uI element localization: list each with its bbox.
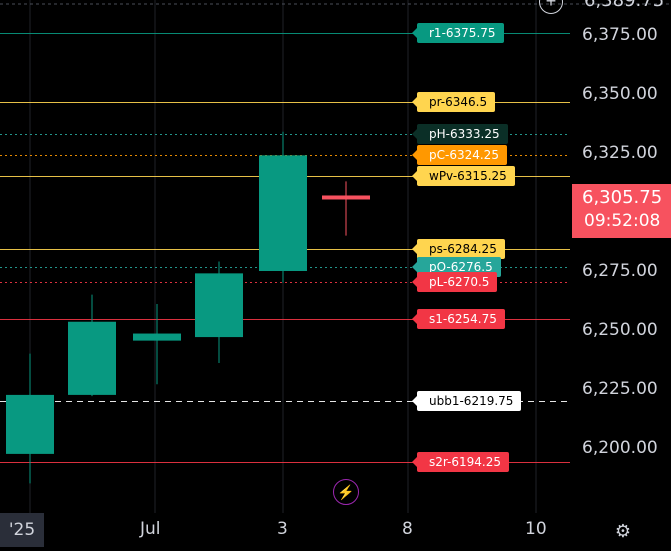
price-tick: 6,350.00 (582, 84, 658, 104)
current-price: 6,305.75 (582, 187, 663, 208)
candlesticks (6, 131, 370, 484)
level-label: wPv-6315.25 (412, 166, 515, 186)
time-tick: 8 (402, 519, 413, 539)
candle-body (68, 321, 116, 395)
current-price-label: 6,305.75 09:52:08 (572, 184, 671, 238)
time-tick-year: '25 (0, 513, 44, 547)
price-tick: 6,375.00 (582, 25, 658, 45)
gear-icon[interactable]: ⚙ (614, 521, 632, 541)
level-label: r1-6375.75 (412, 23, 504, 43)
level-label: s2r-6194.25 (411, 452, 510, 472)
candle-body (259, 155, 307, 271)
price-tick: 6,250.00 (582, 320, 658, 340)
top-partial-price: 6,389.75 (584, 0, 665, 11)
bar-countdown: 09:52:08 (584, 211, 661, 231)
price-tick: 6,200.00 (582, 438, 658, 458)
candle-body (133, 333, 181, 341)
time-tick: Jul (140, 519, 161, 539)
level-label: pH-6333.25 (412, 124, 508, 144)
candle-body (195, 273, 243, 338)
level-label: pr-6346.5 (411, 92, 496, 112)
candle-body (322, 195, 370, 200)
time-tick: 10 (525, 519, 547, 539)
time-tick: 3 (277, 519, 288, 539)
level-label: ps-6284.25 (412, 239, 505, 259)
level-label: pL-6270.5 (411, 272, 498, 292)
price-tick: 6,275.00 (582, 261, 658, 281)
level-label: s1-6254.75 (412, 309, 505, 329)
lightning-icon[interactable]: ⚡ (333, 479, 359, 505)
level-label: ubb1-6219.75 (411, 391, 522, 411)
candle-body (6, 394, 54, 454)
price-tick: 6,225.00 (582, 379, 658, 399)
price-tick: 6,325.00 (582, 143, 658, 163)
level-label: pC-6324.25 (412, 145, 507, 165)
